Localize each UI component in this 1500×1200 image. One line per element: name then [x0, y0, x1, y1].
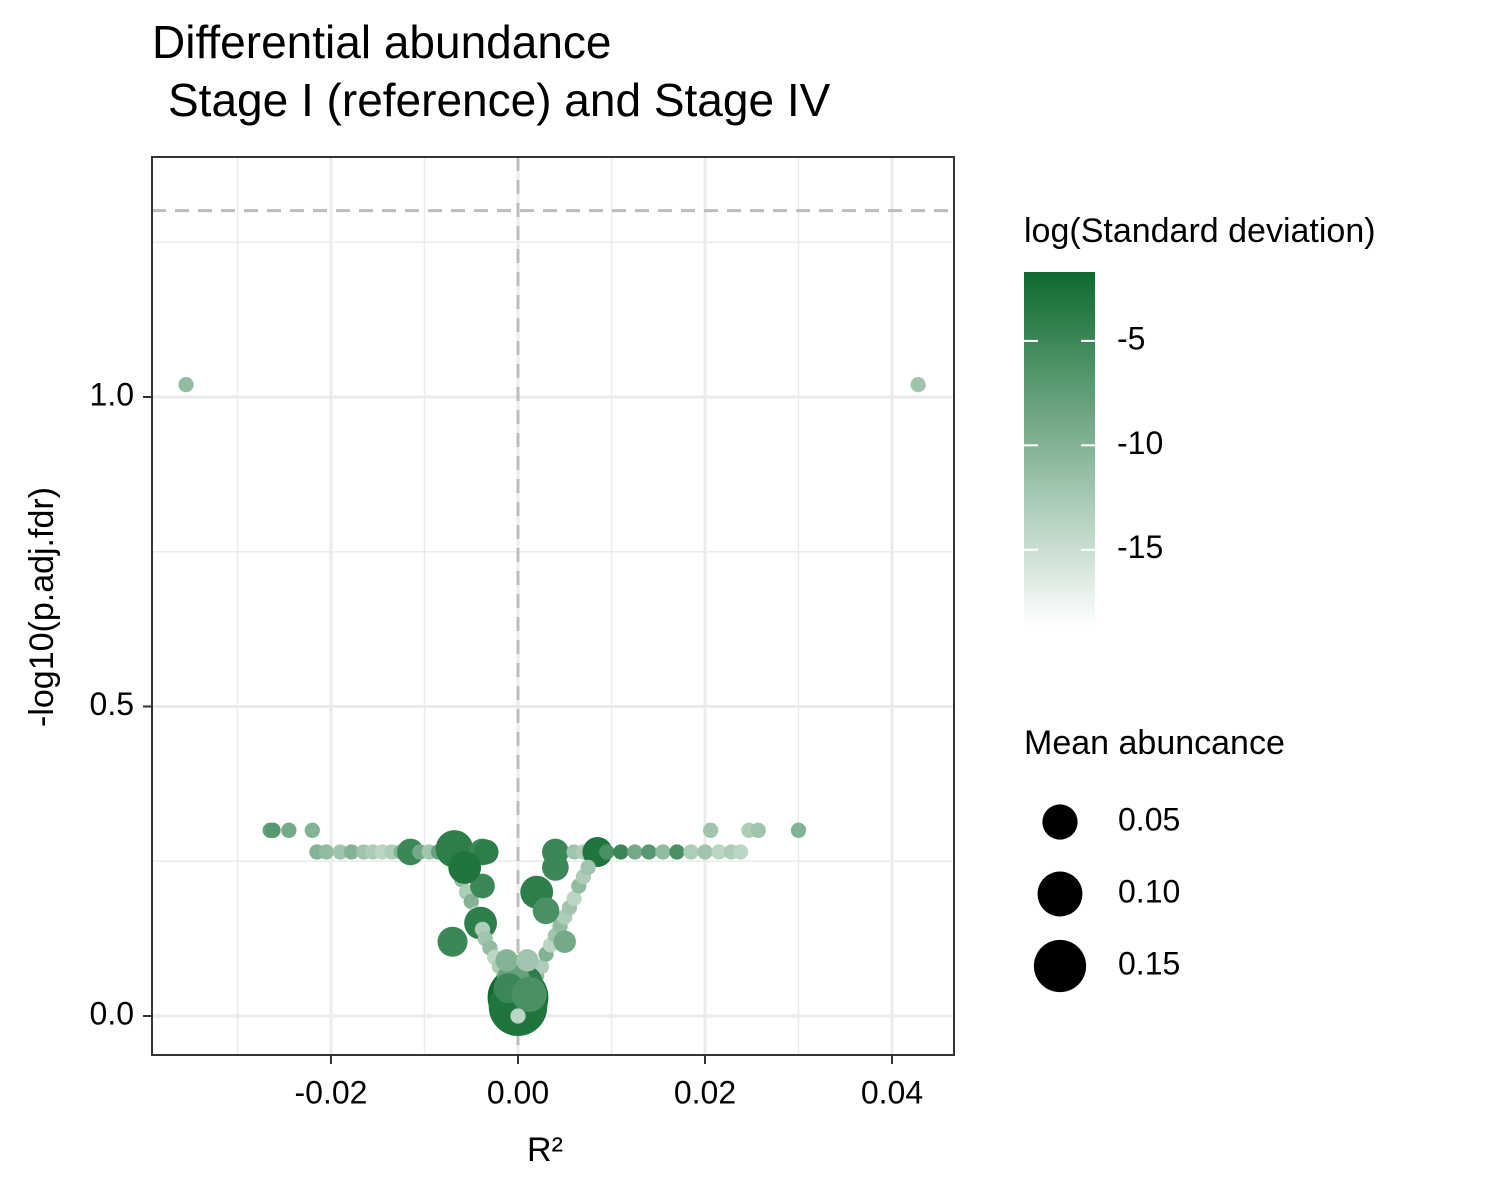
point: [910, 376, 926, 393]
point: [750, 822, 766, 838]
x-tick-label: 0.02: [674, 1074, 736, 1110]
point: [304, 822, 320, 838]
chart-title: Differential abundance: [152, 16, 611, 68]
point: [437, 926, 468, 957]
point: [641, 844, 657, 860]
point: [473, 839, 499, 865]
point: [532, 897, 560, 925]
point: [599, 844, 615, 860]
colorbar-label: -15: [1117, 529, 1163, 565]
chart-subtitle: Stage I (reference) and Stage IV: [168, 74, 831, 126]
point: [553, 930, 576, 953]
point: [627, 844, 643, 860]
x-axis-title: R²: [527, 1131, 563, 1169]
point: [343, 844, 360, 860]
size-legend-title: Mean abuncance: [1024, 724, 1285, 762]
point: [566, 890, 582, 907]
x-tick-label: 0.00: [487, 1074, 549, 1110]
size-legend-key: [1042, 804, 1078, 840]
point: [655, 844, 671, 860]
color-legend-title: log(Standard deviation): [1024, 212, 1376, 250]
point: [790, 822, 807, 838]
y-tick-label: 1.0: [90, 376, 134, 412]
point: [711, 844, 727, 860]
colorbar-label: -10: [1117, 425, 1163, 461]
point: [510, 1008, 526, 1024]
point: [702, 822, 719, 838]
point: [613, 844, 629, 860]
point: [178, 376, 194, 393]
size-legend-label: 0.15: [1118, 945, 1180, 981]
x-tick-label: -0.02: [295, 1074, 368, 1110]
point: [516, 949, 539, 972]
point: [511, 976, 547, 1012]
point: [669, 844, 685, 860]
size-legend-label: 0.10: [1118, 873, 1180, 909]
x-tick-label: 0.04: [861, 1074, 923, 1110]
point: [732, 844, 749, 860]
panel-border: [151, 156, 955, 1056]
size-legend-key: [1037, 871, 1083, 917]
point: [332, 844, 348, 860]
size-legend-key: [1033, 939, 1087, 993]
point: [470, 873, 495, 899]
y-axis-title: -log10(p.adj.fdr): [23, 487, 61, 727]
y-tick-label: 0.5: [90, 686, 134, 722]
size-legend-label: 0.05: [1118, 801, 1180, 837]
point: [448, 851, 482, 884]
colorbar-label: -5: [1117, 320, 1145, 356]
point: [542, 854, 569, 881]
point: [580, 859, 596, 876]
point: [495, 949, 518, 972]
point: [683, 844, 699, 860]
point: [697, 844, 713, 860]
point: [265, 822, 281, 838]
colorbar: [1024, 272, 1095, 627]
point: [582, 836, 613, 867]
point: [463, 893, 479, 910]
y-tick-label: 0.0: [90, 995, 134, 1031]
point: [318, 844, 334, 860]
point: [281, 822, 297, 838]
